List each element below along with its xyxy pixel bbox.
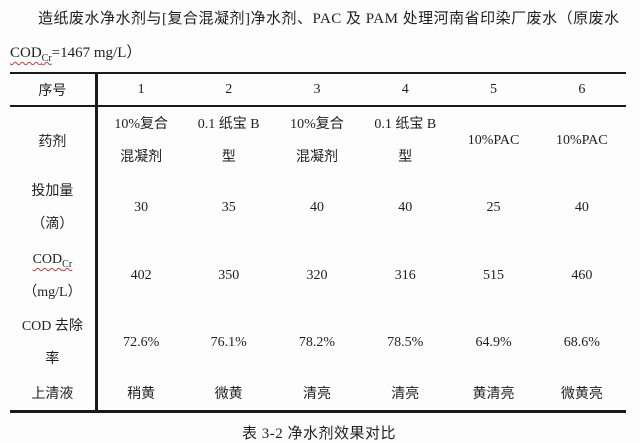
codcr-term-title: CODCr xyxy=(10,45,52,64)
codcr-row-subscript: Cr xyxy=(62,258,73,270)
removal-cell-3: 78.2% xyxy=(298,335,336,350)
cod-row-label: CODCr （mg/L） xyxy=(10,242,98,310)
header-col-5: 5 xyxy=(449,72,538,107)
dosage-cell-6: 40 xyxy=(574,200,589,215)
removal-row: COD 去除 率 72.6% 76.1% 78.2% 78.5% 64.9% 6… xyxy=(10,310,626,376)
table-caption: 表 3-2 净水剂效果对比 xyxy=(242,426,396,442)
supernatant-cell-3: 清亮 xyxy=(272,376,362,413)
codcr-prefix: COD xyxy=(10,45,42,61)
reagent-row-label: 药剂 xyxy=(10,106,98,174)
removal-cell-2: 76.1% xyxy=(210,335,247,350)
reagent-cell-5: 10%PAC xyxy=(467,133,520,148)
supernatant-row: 上清液 稍黄 微黄 清亮 清亮 黄清亮 微黄亮 xyxy=(10,376,626,413)
table-header-row: 序号 1 2 3 4 5 6 xyxy=(10,72,626,107)
reagent-row: 药剂 10%复合 混凝剂 0.1 纸宝 B 型 10%复合 混凝剂 0.1 纸宝… xyxy=(10,106,626,174)
cod-cell-3: 320 xyxy=(306,268,328,283)
codcr-subscript: Cr xyxy=(41,53,52,64)
header-row-label: 序号 xyxy=(10,72,98,107)
dosage-row: 投加量 （滴） 30 35 40 40 25 40 xyxy=(10,174,626,242)
reagent-cell-6: 10%PAC xyxy=(556,133,608,148)
supernatant-cell-4: 清亮 xyxy=(361,376,450,413)
dosage-row-label: 投加量 （滴） xyxy=(10,174,98,242)
header-col-1: 1 xyxy=(96,72,185,107)
supernatant-cell-5: 黄清亮 xyxy=(449,376,538,413)
removal-cell-4: 78.5% xyxy=(387,335,424,350)
reagent-cell-4: 0.1 纸宝 B 型 xyxy=(374,116,437,165)
removal-cell-6: 68.6% xyxy=(563,335,600,350)
codcr-value: =1467 mg/L） xyxy=(51,45,142,61)
cod-row: CODCr （mg/L） 402 350 320 316 515 460 xyxy=(10,242,626,310)
dosage-cell-3: 40 xyxy=(309,200,324,215)
cod-cell-1: 402 xyxy=(130,268,152,283)
header-col-4: 4 xyxy=(361,72,450,107)
header-col-6: 6 xyxy=(537,72,626,107)
supernatant-cell-2: 微黄 xyxy=(184,376,273,413)
document-title-line1: 造纸废水净水剂与[复合混凝剂]净水剂、PAC 及 PAM 处理河南省印染厂废水（… xyxy=(38,11,620,27)
supernatant-cell-6: 微黄亮 xyxy=(537,376,626,413)
supernatant-cell-1: 稍黄 xyxy=(96,376,185,413)
cod-cell-5: 515 xyxy=(483,268,505,283)
reagent-cell-1: 10%复合 混凝剂 xyxy=(114,116,168,165)
dosage-cell-4: 40 xyxy=(398,200,413,215)
cod-cell-4: 316 xyxy=(394,268,416,283)
dosage-cell-5: 25 xyxy=(486,200,501,215)
reagent-cell-3: 10%复合 混凝剂 xyxy=(290,116,344,165)
dosage-cell-1: 30 xyxy=(134,200,149,215)
results-table: 序号 1 2 3 4 5 6 药剂 10%复合 混凝剂 0.1 纸宝 B 型 1… xyxy=(10,72,626,413)
header-col-3: 3 xyxy=(272,72,362,107)
cod-cell-6: 460 xyxy=(571,268,593,283)
reagent-cell-2: 0.1 纸宝 B 型 xyxy=(197,116,260,165)
removal-cell-5: 64.9% xyxy=(475,335,512,350)
header-col-2: 2 xyxy=(184,72,273,107)
cod-cell-2: 350 xyxy=(218,268,240,283)
dosage-cell-2: 35 xyxy=(221,200,236,215)
removal-cell-1: 72.6% xyxy=(123,335,160,350)
removal-row-label: COD 去除 率 xyxy=(10,310,98,376)
document-title-line2: CODCr=1467 mg/L） xyxy=(10,43,628,64)
supernatant-row-label: 上清液 xyxy=(10,376,98,413)
codcr-term-row: CODCr xyxy=(32,252,73,270)
